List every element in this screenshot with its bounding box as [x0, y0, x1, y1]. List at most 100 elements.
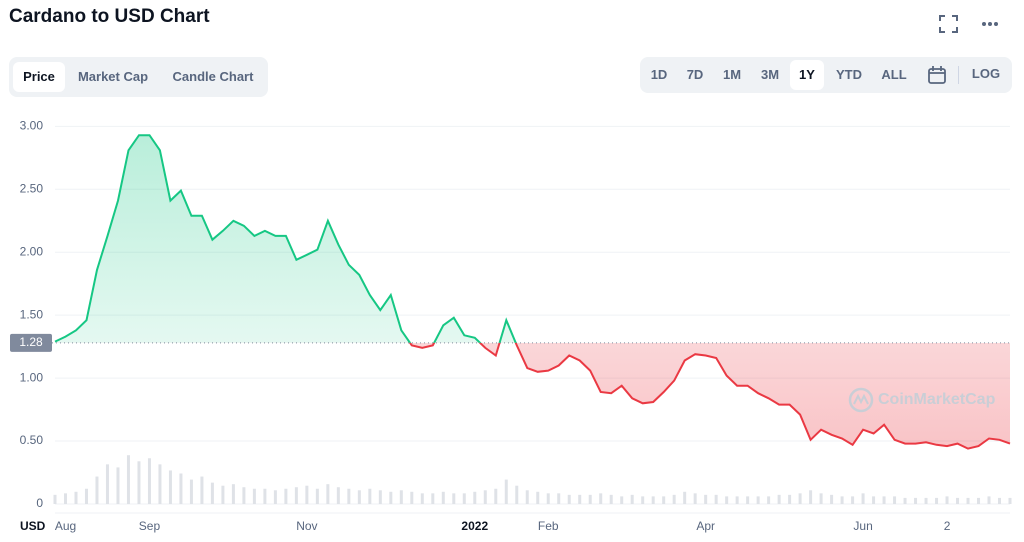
volume-bar: [294, 487, 298, 504]
volume-bar: [389, 491, 393, 504]
log-button[interactable]: LOG: [971, 66, 1001, 81]
volume-bar: [945, 496, 949, 504]
volume-bar: [242, 487, 246, 504]
volume-bar: [158, 464, 162, 504]
volume-bar: [441, 491, 445, 504]
reference-label-box: [10, 333, 52, 352]
x-tick-label: Apr: [696, 519, 715, 533]
volume-bar: [1008, 497, 1012, 504]
volume-bar: [809, 490, 813, 504]
volume-bar: [63, 493, 67, 504]
x-tick-label: Jun: [853, 519, 872, 533]
volume-bar: [704, 494, 708, 504]
volume-bar: [767, 496, 771, 504]
volume-bar: [84, 488, 88, 504]
x-tick-label: 2022: [461, 519, 488, 533]
tab[interactable]: Price: [13, 62, 65, 92]
volume-bar: [126, 455, 130, 504]
tab-group: Price Market Cap Candle Chart: [9, 57, 268, 97]
volume-bar: [609, 494, 613, 504]
volume-bar: [452, 493, 456, 504]
volume-bar: [756, 496, 760, 504]
chart-title: Cardano to USD Chart: [9, 6, 210, 27]
volume-bar: [777, 494, 781, 504]
y-tick-label: 2.50: [20, 181, 44, 195]
more-icon[interactable]: [982, 22, 998, 26]
range-group: 1D 7D 1M 3M 1Y YTD ALL LOG: [640, 57, 1012, 93]
y-tick-label: 1.50: [20, 307, 44, 321]
volume-bar: [714, 494, 718, 504]
volume-bar: [74, 491, 78, 504]
volume-bar: [977, 497, 981, 504]
separator: [958, 66, 959, 84]
range-button[interactable]: 7D: [686, 67, 704, 82]
area-up: [55, 135, 1010, 343]
volume-bar: [231, 484, 235, 504]
volume-bar: [504, 479, 508, 504]
volume-bar: [578, 494, 582, 504]
volume-bar: [924, 497, 928, 504]
volume-bar: [116, 467, 120, 504]
volume-bar: [168, 470, 172, 504]
volume-bar: [693, 493, 697, 504]
x-tick-label: 2: [944, 519, 951, 533]
expand-icon[interactable]: [939, 15, 958, 33]
volume-bar: [105, 464, 109, 504]
range-button[interactable]: 1Y: [790, 60, 824, 90]
y-tick-label: 1.00: [20, 370, 44, 384]
volume-bar: [567, 494, 571, 504]
calendar-icon[interactable]: [927, 65, 947, 85]
range-button[interactable]: 3M: [760, 67, 780, 82]
volume-bar: [410, 491, 414, 504]
y-tick-label: 2.00: [20, 244, 44, 258]
range-button[interactable]: YTD: [836, 67, 862, 82]
volume-bar: [137, 461, 141, 504]
watermark: CoinMarketCap: [848, 387, 996, 413]
volume-bar: [588, 494, 592, 504]
volume-bar: [273, 490, 277, 504]
volume-bar: [515, 485, 519, 504]
range-button[interactable]: 1M: [722, 67, 742, 82]
volume-bar: [956, 497, 960, 504]
volume-bar: [368, 488, 372, 504]
volume-bar: [662, 496, 666, 504]
volume-bar: [641, 496, 645, 504]
volume-bar: [630, 494, 634, 504]
volume-bar: [830, 494, 834, 504]
volume-bar: [935, 497, 939, 504]
volume-bar: [987, 496, 991, 504]
y-tick-label: 0.50: [20, 433, 44, 447]
volume-bar: [494, 488, 498, 504]
currency-label: USD: [20, 519, 46, 533]
volume-bar: [462, 493, 466, 504]
volume-bar: [420, 493, 424, 504]
range-button[interactable]: ALL: [881, 67, 907, 82]
volume-bar: [347, 488, 351, 504]
volume-bar: [746, 496, 750, 504]
volume-bar: [788, 494, 792, 504]
volume-bar: [672, 494, 676, 504]
reference-label: 1.28: [19, 335, 43, 349]
volume-bar: [599, 493, 603, 504]
y-tick-label: 0: [36, 496, 43, 510]
volume-bar: [179, 473, 183, 504]
x-tick-label: Feb: [538, 519, 559, 533]
volume-bar: [651, 496, 655, 504]
tab[interactable]: Candle Chart: [172, 69, 254, 84]
volume-bar: [263, 488, 267, 504]
range-button[interactable]: 1D: [650, 67, 668, 82]
price-line-up: [54, 134, 517, 343]
volume-bar: [357, 490, 361, 504]
x-tick-label: Nov: [296, 519, 317, 533]
volume-bar: [903, 497, 907, 504]
watermark-text: CoinMarketCap: [878, 391, 996, 408]
y-tick-label: 3.00: [20, 119, 44, 133]
volume-bar: [914, 497, 918, 504]
volume-bar: [252, 488, 256, 504]
volume-bar: [998, 497, 1002, 504]
volume-bar: [525, 490, 529, 504]
volume-bar: [221, 485, 225, 504]
tab[interactable]: Market Cap: [77, 69, 149, 84]
volume-bar: [473, 491, 477, 504]
